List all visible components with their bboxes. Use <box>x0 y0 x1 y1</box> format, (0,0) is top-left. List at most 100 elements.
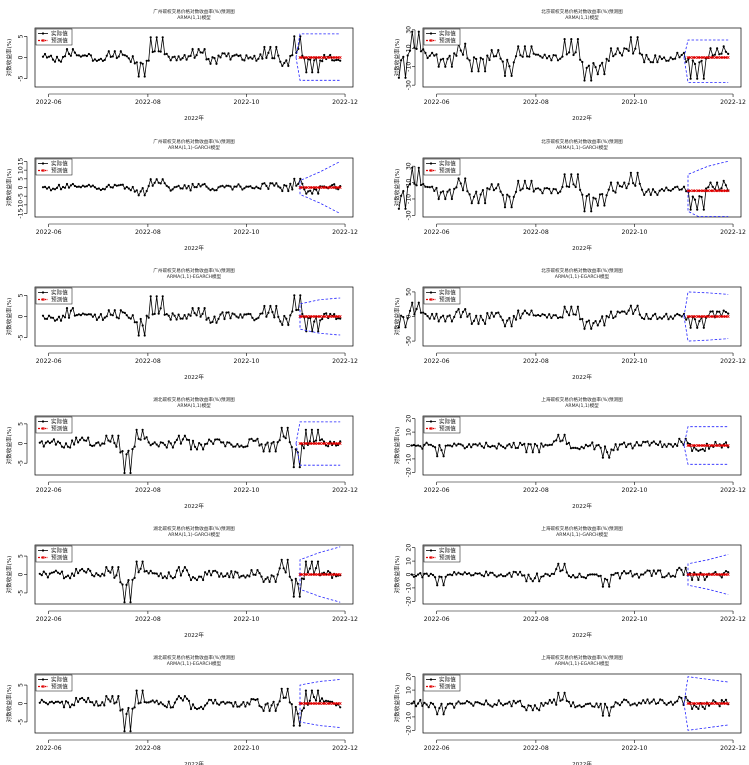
actual-point <box>427 574 430 578</box>
actual-point <box>161 441 164 444</box>
actual-point <box>44 701 48 704</box>
actual-point <box>671 703 675 706</box>
actual-point <box>177 313 180 316</box>
actual-point <box>240 444 243 447</box>
actual-point <box>482 446 486 449</box>
actual-point <box>225 55 228 58</box>
actual-point <box>262 450 265 453</box>
actual-point <box>437 197 440 201</box>
actual-point <box>143 700 146 704</box>
actual-point <box>223 186 226 189</box>
actual-point <box>465 572 469 576</box>
legend-actual-label: 实际值 <box>51 160 68 168</box>
actual-point <box>181 699 184 702</box>
actual-point <box>478 702 481 705</box>
actual-point <box>623 441 626 444</box>
actual-point <box>131 314 134 317</box>
actual-point <box>699 448 702 451</box>
actual-point <box>579 188 582 191</box>
forecast-lower-band <box>295 57 341 81</box>
actual-point <box>93 704 96 707</box>
actual-point <box>311 330 314 333</box>
actual-point <box>578 572 581 575</box>
actual-point <box>727 312 730 315</box>
actual-point <box>625 572 628 575</box>
actual-point <box>437 320 440 323</box>
actual-point <box>308 699 311 702</box>
actual-point <box>99 444 102 447</box>
actual-point <box>213 57 216 60</box>
actual-point <box>601 585 605 588</box>
actual-point <box>406 54 409 57</box>
actual-point <box>557 433 560 436</box>
actual-point <box>243 187 246 190</box>
actual-point <box>193 445 197 448</box>
actual-point <box>127 187 130 190</box>
actual-point <box>181 57 184 60</box>
actual-point <box>476 572 479 575</box>
actual-point <box>89 313 92 316</box>
actual-point <box>218 438 221 441</box>
actual-point <box>207 57 210 61</box>
actual-point <box>555 568 558 571</box>
actual-point <box>231 55 234 58</box>
actual-point <box>495 312 498 315</box>
actual-point <box>506 193 509 196</box>
actual-point <box>287 323 290 326</box>
actual-point <box>582 705 585 708</box>
actual-point <box>718 53 721 56</box>
actual-point <box>534 187 538 190</box>
panel-subtitle: ARMA(1,1)模型 <box>565 402 599 409</box>
legend-actual-marker <box>41 162 45 165</box>
actual-point <box>210 698 213 702</box>
actual-point <box>455 702 458 705</box>
actual-point <box>314 699 318 702</box>
forecast-upper-band <box>299 546 341 575</box>
actual-point <box>433 317 436 320</box>
actual-point <box>157 181 160 184</box>
forecast-point <box>338 56 342 59</box>
actual-point <box>612 189 615 192</box>
x-tick-label: 2022-06 <box>36 616 62 623</box>
actual-point <box>468 701 471 704</box>
actual-point <box>187 55 190 58</box>
actual-point <box>453 187 456 190</box>
actual-point <box>240 575 243 578</box>
actual-point <box>574 446 577 449</box>
actual-point <box>512 441 515 444</box>
actual-point <box>185 317 188 320</box>
actual-point <box>521 574 524 577</box>
actual-point <box>651 188 655 191</box>
y-tick-label: -5 <box>18 193 25 199</box>
actual-point <box>191 439 195 442</box>
forecast-point <box>338 702 342 705</box>
forecast-point <box>686 189 690 193</box>
actual-point <box>191 307 194 310</box>
actual-point <box>175 698 178 701</box>
actual-point <box>605 57 608 61</box>
x-tick-label: 2022-12 <box>720 616 746 623</box>
x-tick-label: 2022-06 <box>424 487 450 494</box>
forecast-point <box>326 442 330 446</box>
actual-point <box>554 314 557 317</box>
actual-point <box>414 444 418 447</box>
actual-point <box>147 441 150 444</box>
actual-point <box>487 703 490 706</box>
actual-point <box>217 186 220 189</box>
actual-point <box>113 576 116 579</box>
y-tick-label: 30 <box>406 26 413 34</box>
actual-point <box>56 700 60 703</box>
actual-point <box>113 702 116 705</box>
y-tick-label: -10 <box>406 454 413 464</box>
actual-point <box>288 575 291 578</box>
actual-point <box>59 60 63 63</box>
forecast-point <box>716 444 720 447</box>
actual-point <box>597 575 600 578</box>
actual-point <box>143 75 146 78</box>
actual-point <box>79 438 82 441</box>
actual-point <box>565 53 568 56</box>
actual-point <box>65 307 69 310</box>
actual-point <box>491 705 494 708</box>
actual-point <box>216 702 219 705</box>
